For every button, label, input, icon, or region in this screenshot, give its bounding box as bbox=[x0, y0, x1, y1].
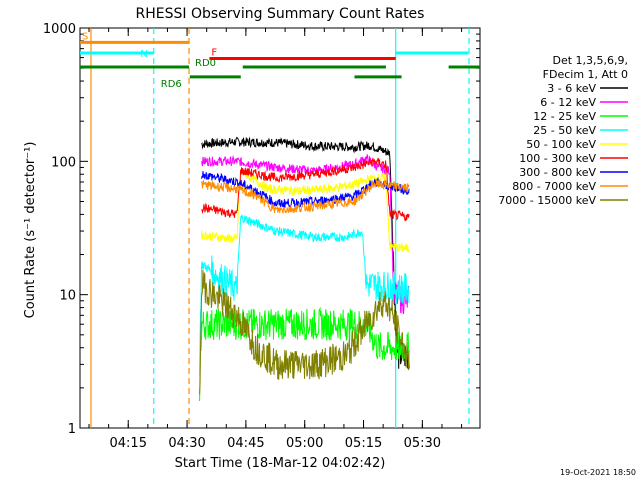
legend-header: Det 1,3,5,6,9, bbox=[552, 54, 628, 67]
y-tick-label: 1000 bbox=[43, 22, 76, 37]
plot-area: 1 10 100 1000 04:15 04:30 04:45 05:00 05:15 05:30… bbox=[43, 22, 481, 451]
legend-header: FDecim 1, Att 0 bbox=[543, 68, 628, 81]
x-tick-label: 05:00 bbox=[286, 436, 323, 451]
x-tick-label: 04:15 bbox=[110, 436, 147, 451]
series-line-9 bbox=[199, 269, 410, 395]
series-line-7 bbox=[201, 171, 410, 209]
flag-label: F bbox=[211, 48, 217, 59]
flag-label: RD6 bbox=[161, 79, 182, 90]
legend: Det 1,3,5,6,9,FDecim 1, Att 03 - 6 keV6 … bbox=[498, 54, 628, 207]
flag-label: RD0 bbox=[195, 58, 216, 69]
plot-frame bbox=[79, 27, 481, 429]
series-line-3 bbox=[199, 306, 410, 402]
legend-label: 25 - 50 keV bbox=[533, 124, 596, 137]
series-line-2 bbox=[201, 153, 410, 314]
timestamp: 19-Oct-2021 18:50 bbox=[560, 468, 636, 477]
flag-label: S bbox=[82, 31, 88, 42]
x-tick-label: 05:15 bbox=[345, 436, 382, 451]
legend-label: 7000 - 15000 keV bbox=[498, 194, 596, 207]
y-tick-label: 100 bbox=[51, 155, 76, 170]
legend-label: 800 - 7000 keV bbox=[512, 180, 596, 193]
x-tick-label: 05:30 bbox=[404, 436, 441, 451]
legend-label: 100 - 300 keV bbox=[519, 152, 596, 165]
series-line-8 bbox=[201, 179, 410, 214]
y-tick-label: 1 bbox=[68, 422, 76, 437]
y-axis-label: Count Rate (s⁻¹ detector⁻¹) bbox=[23, 142, 38, 319]
legend-label: 50 - 100 keV bbox=[526, 138, 596, 151]
x-tick-label: 04:30 bbox=[168, 436, 205, 451]
series-line-4 bbox=[199, 214, 410, 376]
legend-label: 12 - 25 keV bbox=[533, 110, 596, 123]
series-line-6 bbox=[201, 157, 410, 222]
series-line-1 bbox=[201, 136, 410, 369]
x-tick-label: 04:45 bbox=[227, 436, 264, 451]
y-tick-label: 10 bbox=[59, 289, 76, 304]
series-line-5 bbox=[201, 168, 410, 253]
legend-label: 300 - 800 keV bbox=[519, 166, 596, 179]
legend-label: 6 - 12 keV bbox=[540, 96, 596, 109]
flag-label: N bbox=[140, 49, 147, 60]
legend-label: 3 - 6 keV bbox=[547, 82, 596, 95]
chart-title: RHESSI Observing Summary Count Rates bbox=[136, 6, 425, 22]
x-axis-label: Start Time (18-Mar-12 04:02:42) bbox=[175, 456, 386, 471]
